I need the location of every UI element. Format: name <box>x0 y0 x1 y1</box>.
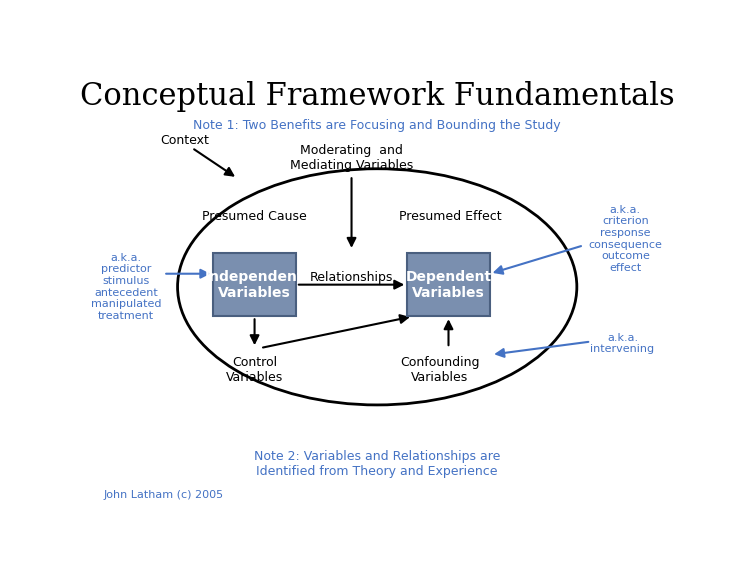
Text: John Latham (c) 2005: John Latham (c) 2005 <box>103 490 224 500</box>
Text: Presumed Cause: Presumed Cause <box>202 210 307 223</box>
Text: Dependent
Variables: Dependent Variables <box>406 270 492 300</box>
Text: a.k.a.
intervening: a.k.a. intervening <box>590 333 654 354</box>
Text: Independent
Variables: Independent Variables <box>205 270 304 300</box>
Text: Moderating  and
Mediating Variables: Moderating and Mediating Variables <box>290 144 413 172</box>
Text: a.k.a.
predictor
stimulus
antecedent
manipulated
treatment: a.k.a. predictor stimulus antecedent man… <box>91 253 161 321</box>
Text: Presumed Effect: Presumed Effect <box>399 210 501 223</box>
Text: Context: Context <box>160 134 209 147</box>
Text: Control
Variables: Control Variables <box>226 356 283 384</box>
Text: a.k.a.
criterion
response
consequence
outcome
effect: a.k.a. criterion response consequence ou… <box>588 204 662 273</box>
FancyBboxPatch shape <box>213 253 296 316</box>
Text: Note 1: Two Benefits are Focusing and Bounding the Study: Note 1: Two Benefits are Focusing and Bo… <box>194 119 561 132</box>
Text: Confounding
Variables: Confounding Variables <box>400 356 480 384</box>
Text: Relationships: Relationships <box>310 271 393 284</box>
Text: Note 2: Variables and Relationships are
Identified from Theory and Experience: Note 2: Variables and Relationships are … <box>254 450 500 478</box>
Text: Conceptual Framework Fundamentals: Conceptual Framework Fundamentals <box>79 81 675 112</box>
FancyBboxPatch shape <box>407 253 490 316</box>
